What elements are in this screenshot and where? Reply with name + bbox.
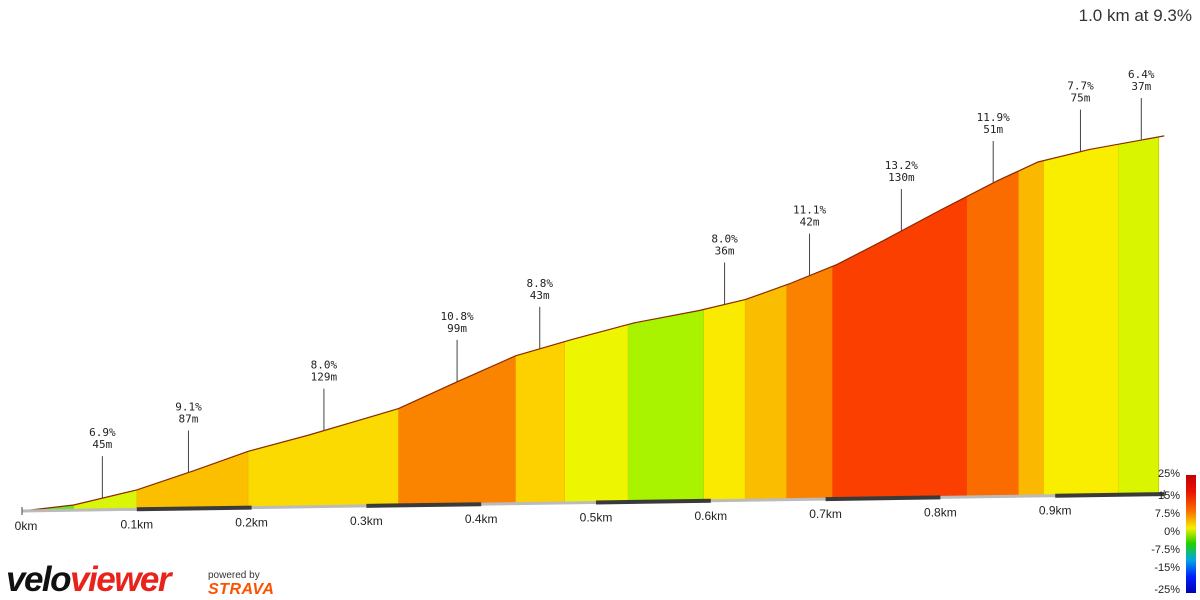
x-tick-label: 0.2km [235, 516, 268, 530]
baseline-stripe [1055, 492, 1165, 498]
segment-grade-label: 7.7% [1067, 80, 1094, 93]
x-tick-label: 0.8km [924, 505, 957, 519]
veloviewer-logo[interactable]: veloviewer [6, 560, 172, 599]
segment-length-label: 37m [1131, 80, 1151, 93]
legend-label: -7.5% [1151, 544, 1180, 556]
gradient-legend: 25% 15% 7.5% 0% -7.5% -15% -25% [1151, 468, 1196, 596]
gradient-band [1118, 135, 1160, 511]
x-tick-label: 0.3km [350, 514, 383, 528]
segment-length-label: 43m [530, 289, 550, 302]
legend-label: -25% [1154, 584, 1180, 596]
gradient-band [628, 135, 705, 511]
gradient-band [1043, 135, 1119, 511]
segment-length-label: 99m [447, 322, 467, 335]
legend-label: 25% [1158, 468, 1180, 480]
legend-label: 7.5% [1155, 508, 1180, 520]
segment-length-label: 130m [888, 171, 915, 184]
gradient-band [1018, 135, 1045, 511]
legend-label: 0% [1164, 526, 1180, 538]
baseline-stripe [136, 505, 252, 512]
segment-length-label: 45m [92, 438, 112, 451]
segment-length-label: 42m [800, 216, 820, 229]
segment-length-label: 51m [983, 123, 1003, 136]
gradient-band [248, 135, 400, 511]
x-tick-label: 0km [15, 519, 38, 533]
segment-grade-label: 8.8% [526, 277, 553, 290]
segment-grade-label: 11.1% [793, 204, 826, 217]
strava-logo[interactable]: STRAVA [208, 581, 275, 598]
x-tick-label: 0.4km [465, 512, 498, 526]
x-tick-label: 0.6km [694, 509, 727, 523]
segment-grade-label: 11.9% [977, 111, 1010, 124]
climb-summary: 1.0 km at 9.3% [1078, 6, 1192, 25]
x-axis-ticks: 0km 0.1km 0.2km 0.3km 0.4km 0.5km 0.6km 0.7km 0.… [15, 504, 1072, 533]
segment-grade-label: 6.4% [1128, 68, 1155, 81]
distance-axis [21, 490, 1165, 515]
x-tick-label: 0.5km [580, 511, 613, 525]
segment-grade-label: 10.8% [441, 310, 474, 323]
segment-grade-label: 9.1% [175, 401, 202, 414]
segment-grade-label: 8.0% [711, 233, 738, 246]
baseline-stripe [595, 498, 711, 505]
gradient-band [745, 135, 788, 511]
segment-labels: 6.9%45m9.1%87m8.0%129m10.8%99m8.8%43m8.0… [89, 68, 1155, 499]
segment-grade-label: 8.0% [311, 359, 338, 372]
x-tick-label: 0.1km [120, 517, 153, 531]
legend-label: -15% [1154, 562, 1180, 574]
gradient-band [398, 135, 517, 511]
legend-label: 15% [1158, 490, 1180, 502]
segment-grade-label: 6.9% [89, 426, 116, 439]
segment-length-label: 129m [311, 371, 338, 384]
powered-by-label: powered by [208, 570, 260, 581]
segment-length-label: 36m [715, 245, 735, 258]
x-tick-label: 0.9km [1039, 504, 1072, 518]
gradient-band [966, 135, 1020, 511]
baseline-stripe [825, 495, 941, 502]
x-tick-label: 0.7km [809, 507, 842, 521]
legend-color-bar [1186, 475, 1196, 593]
segment-length-label: 87m [179, 413, 199, 426]
profile-outline [21, 135, 1165, 512]
segment-length-label: 75m [1071, 92, 1091, 105]
segment-grade-label: 13.2% [885, 159, 918, 172]
baseline-stripe [366, 502, 482, 508]
